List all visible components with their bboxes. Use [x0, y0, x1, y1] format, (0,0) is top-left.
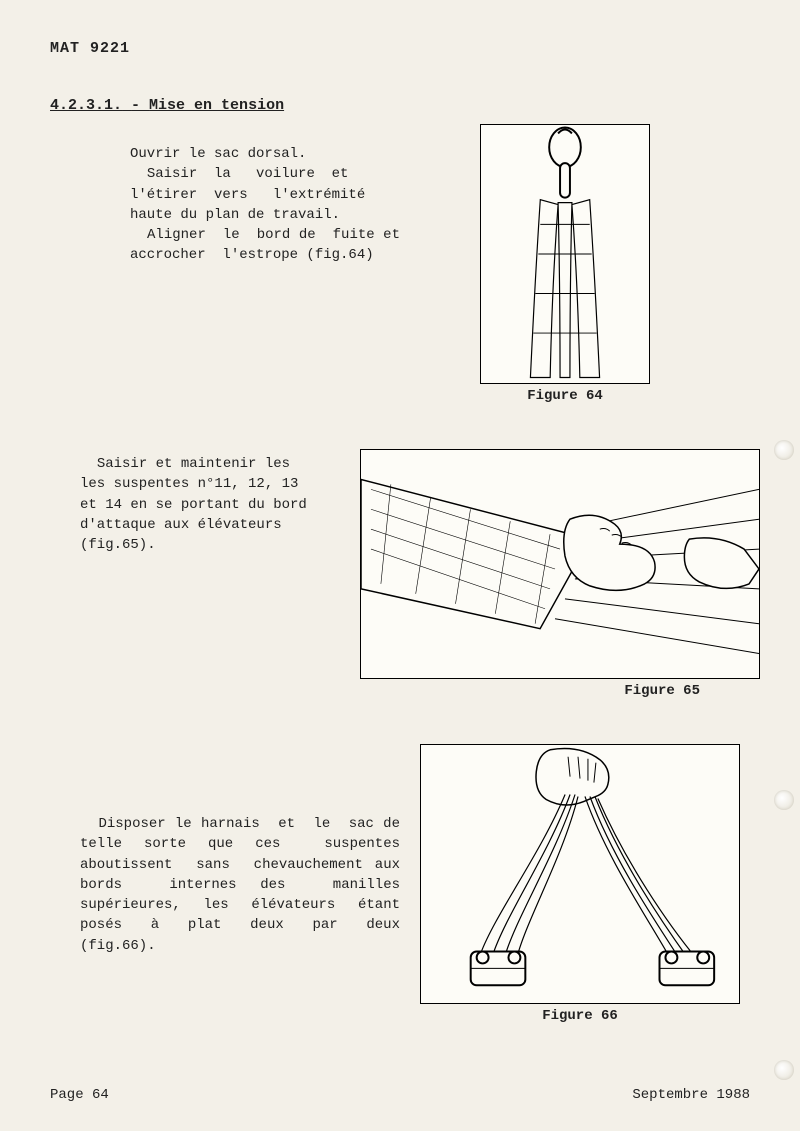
figure-65-caption: Figure 65	[360, 683, 760, 699]
paragraph-1: Ouvrir le sac dorsal. Saisir la voilure …	[130, 144, 400, 266]
section-number: 4.2.3.1.	[50, 97, 122, 114]
document-id: MAT 9221	[50, 40, 750, 57]
figure-64-container: Figure 64	[480, 124, 650, 404]
page-footer: Page 64 Septembre 1988	[50, 1087, 750, 1103]
figure-66-image	[420, 744, 740, 1004]
figure-64-image	[480, 124, 650, 384]
section-dash: -	[131, 97, 149, 114]
content-block-3: Disposer le harnais et le sac de telle s…	[50, 744, 750, 1024]
paragraph-2: Saisir et maintenir les les suspentes n°…	[80, 454, 350, 555]
section-title: 4.2.3.1. - Mise en tension	[50, 97, 750, 114]
figure-66-caption: Figure 66	[420, 1008, 740, 1024]
paragraph-3: Disposer le harnais et le sac de telle s…	[80, 814, 400, 956]
page-date: Septembre 1988	[632, 1087, 750, 1103]
page-number: Page 64	[50, 1087, 109, 1103]
punch-hole-icon	[774, 790, 794, 810]
figure-64-svg	[481, 124, 649, 384]
figure-66-svg	[421, 744, 739, 1004]
page: MAT 9221 4.2.3.1. - Mise en tension Ouvr…	[0, 0, 800, 1131]
figure-65-container: Figure 65	[360, 449, 760, 699]
section-name: Mise en tension	[149, 97, 284, 114]
figure-66-container: Figure 66	[420, 744, 740, 1024]
figure-65-image	[360, 449, 760, 679]
punch-hole-icon	[774, 440, 794, 460]
figure-64-caption: Figure 64	[480, 388, 650, 404]
punch-hole-icon	[774, 1060, 794, 1080]
content-block-1: Ouvrir le sac dorsal. Saisir la voilure …	[50, 144, 750, 424]
figure-65-svg	[361, 449, 759, 679]
content-block-2: Saisir et maintenir les les suspentes n°…	[50, 454, 750, 714]
